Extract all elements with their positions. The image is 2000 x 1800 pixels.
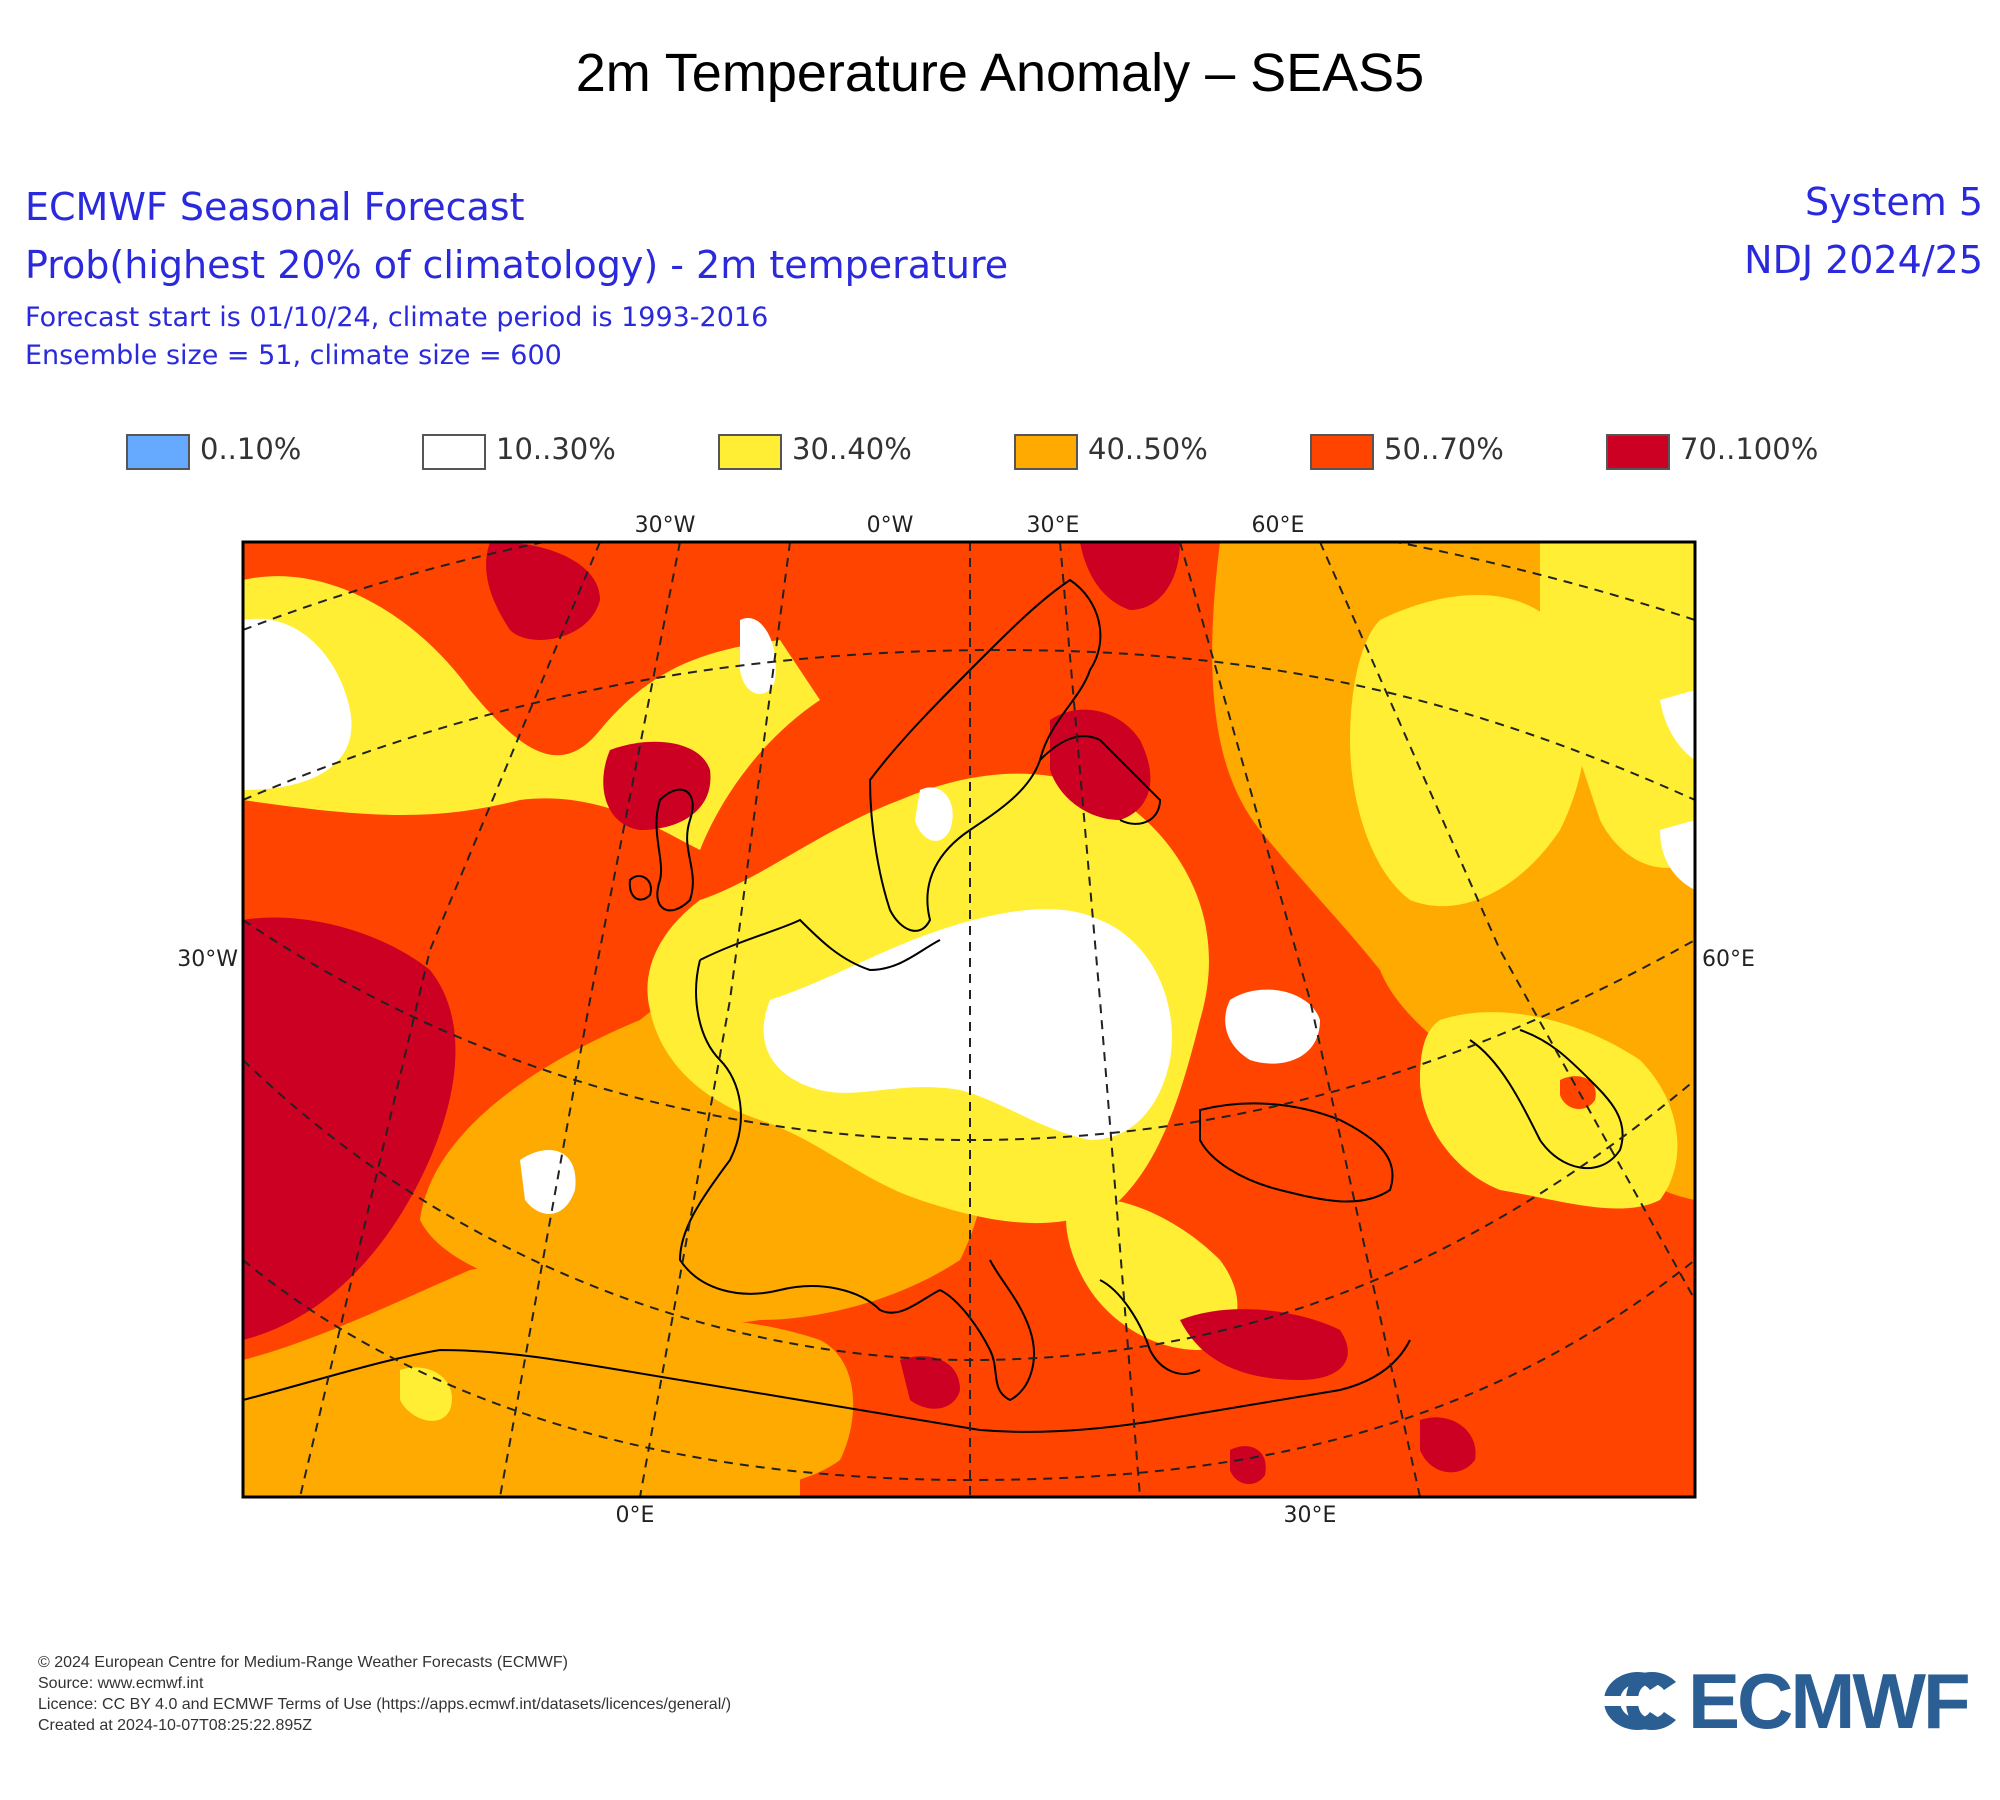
period-label: NDJ 2024/25 [1744,238,1983,282]
copyright-text: © 2024 European Centre for Medium-Range … [38,1654,568,1671]
region-70-100 [900,1356,960,1409]
legend-swatch [422,434,486,470]
region-50-70 [1560,1076,1596,1110]
region-50-70 [1200,1156,1408,1244]
legend-label: 0..10% [200,432,302,466]
licence-text: Licence: CC BY 4.0 and ECMWF Terms of Us… [38,1696,732,1713]
region-10-30 [740,618,776,694]
probability-map: 30°W 0°W 30°E 60°E 30°W 60°E 0°E 30°E [177,513,1755,1528]
left-label: 30°W [177,947,238,972]
created-text: Created at 2024-10-07T08:25:22.895Z [38,1717,312,1734]
legend-label: 40..50% [1088,432,1208,466]
footer: © 2024 European Centre for Medium-Range … [38,1652,731,1736]
axis-labels: 30°W 0°W 30°E 60°E 30°W 60°E 0°E 30°E [177,513,1755,1528]
legend-swatch [1014,434,1078,470]
page-title: 2m Temperature Anomaly – SEAS5 [575,43,1425,103]
ecmwf-logo: ECMWF [1590,1657,1985,1745]
forecast-subtitle: Prob(highest 20% of climatology) - 2m te… [25,243,1009,287]
top-label: 60°E [1252,513,1305,538]
legend-label: 70..100% [1680,432,1819,466]
bottom-label: 0°E [616,1503,655,1528]
region-10-30 [1660,820,1695,890]
forecast-title: ECMWF Seasonal Forecast [25,185,525,229]
source-text: Source: www.ecmwf.int [38,1675,204,1692]
legend-label: 10..30% [496,432,616,466]
ecmwf-logo-text: ECMWF [1688,1657,1971,1745]
forecast-start-info: Forecast start is 01/10/24, climate peri… [25,302,769,333]
top-label: 30°E [1027,513,1080,538]
region-10-30 [915,787,953,841]
region-10-30 [243,618,352,790]
right-label: 60°E [1702,947,1755,972]
region-70-100 [243,917,456,1340]
region-30-40 [1066,1198,1238,1350]
ensemble-info: Ensemble size = 51, climate size = 600 [25,340,562,371]
bottom-label: 30°E [1284,1503,1337,1528]
legend-swatch [126,434,190,470]
legend-label: 30..40% [792,432,912,466]
system-label: System 5 [1805,180,1983,224]
region-30-40 [1540,542,1695,868]
map-fill [243,542,1695,1497]
ecmwf-logo-icon [1596,1672,1680,1730]
legend-swatch [1310,434,1374,470]
map-frame [241,540,1697,1499]
region-70-100 [486,542,600,640]
region-30-40 [1350,595,1587,907]
region-70-100 [1080,542,1180,610]
region-10-30 [1225,989,1320,1064]
region-70-100 [1420,1417,1476,1473]
top-label: 30°W [635,513,696,538]
graticule [243,542,1695,1497]
region-10-30 [520,1150,576,1214]
region-70-100 [1230,1446,1266,1485]
region-40-50 [600,1319,854,1493]
top-label: 0°W [867,513,914,538]
region-10-30 [1660,690,1695,760]
map-container: 30°W 0°W 30°E 60°E 30°W 60°E 0°E 30°E [0,500,2000,1540]
coastlines [243,578,1624,1433]
region-70-100 [1180,1309,1348,1380]
legend-swatch [1606,434,1670,470]
legend-swatch [718,434,782,470]
legend: 0..10% 10..30% 30..40% 40..50% 50..70% 7… [126,432,1826,474]
region-70-100 [603,741,711,830]
region-10-30 [763,909,1172,1140]
legend-label: 50..70% [1384,432,1504,466]
